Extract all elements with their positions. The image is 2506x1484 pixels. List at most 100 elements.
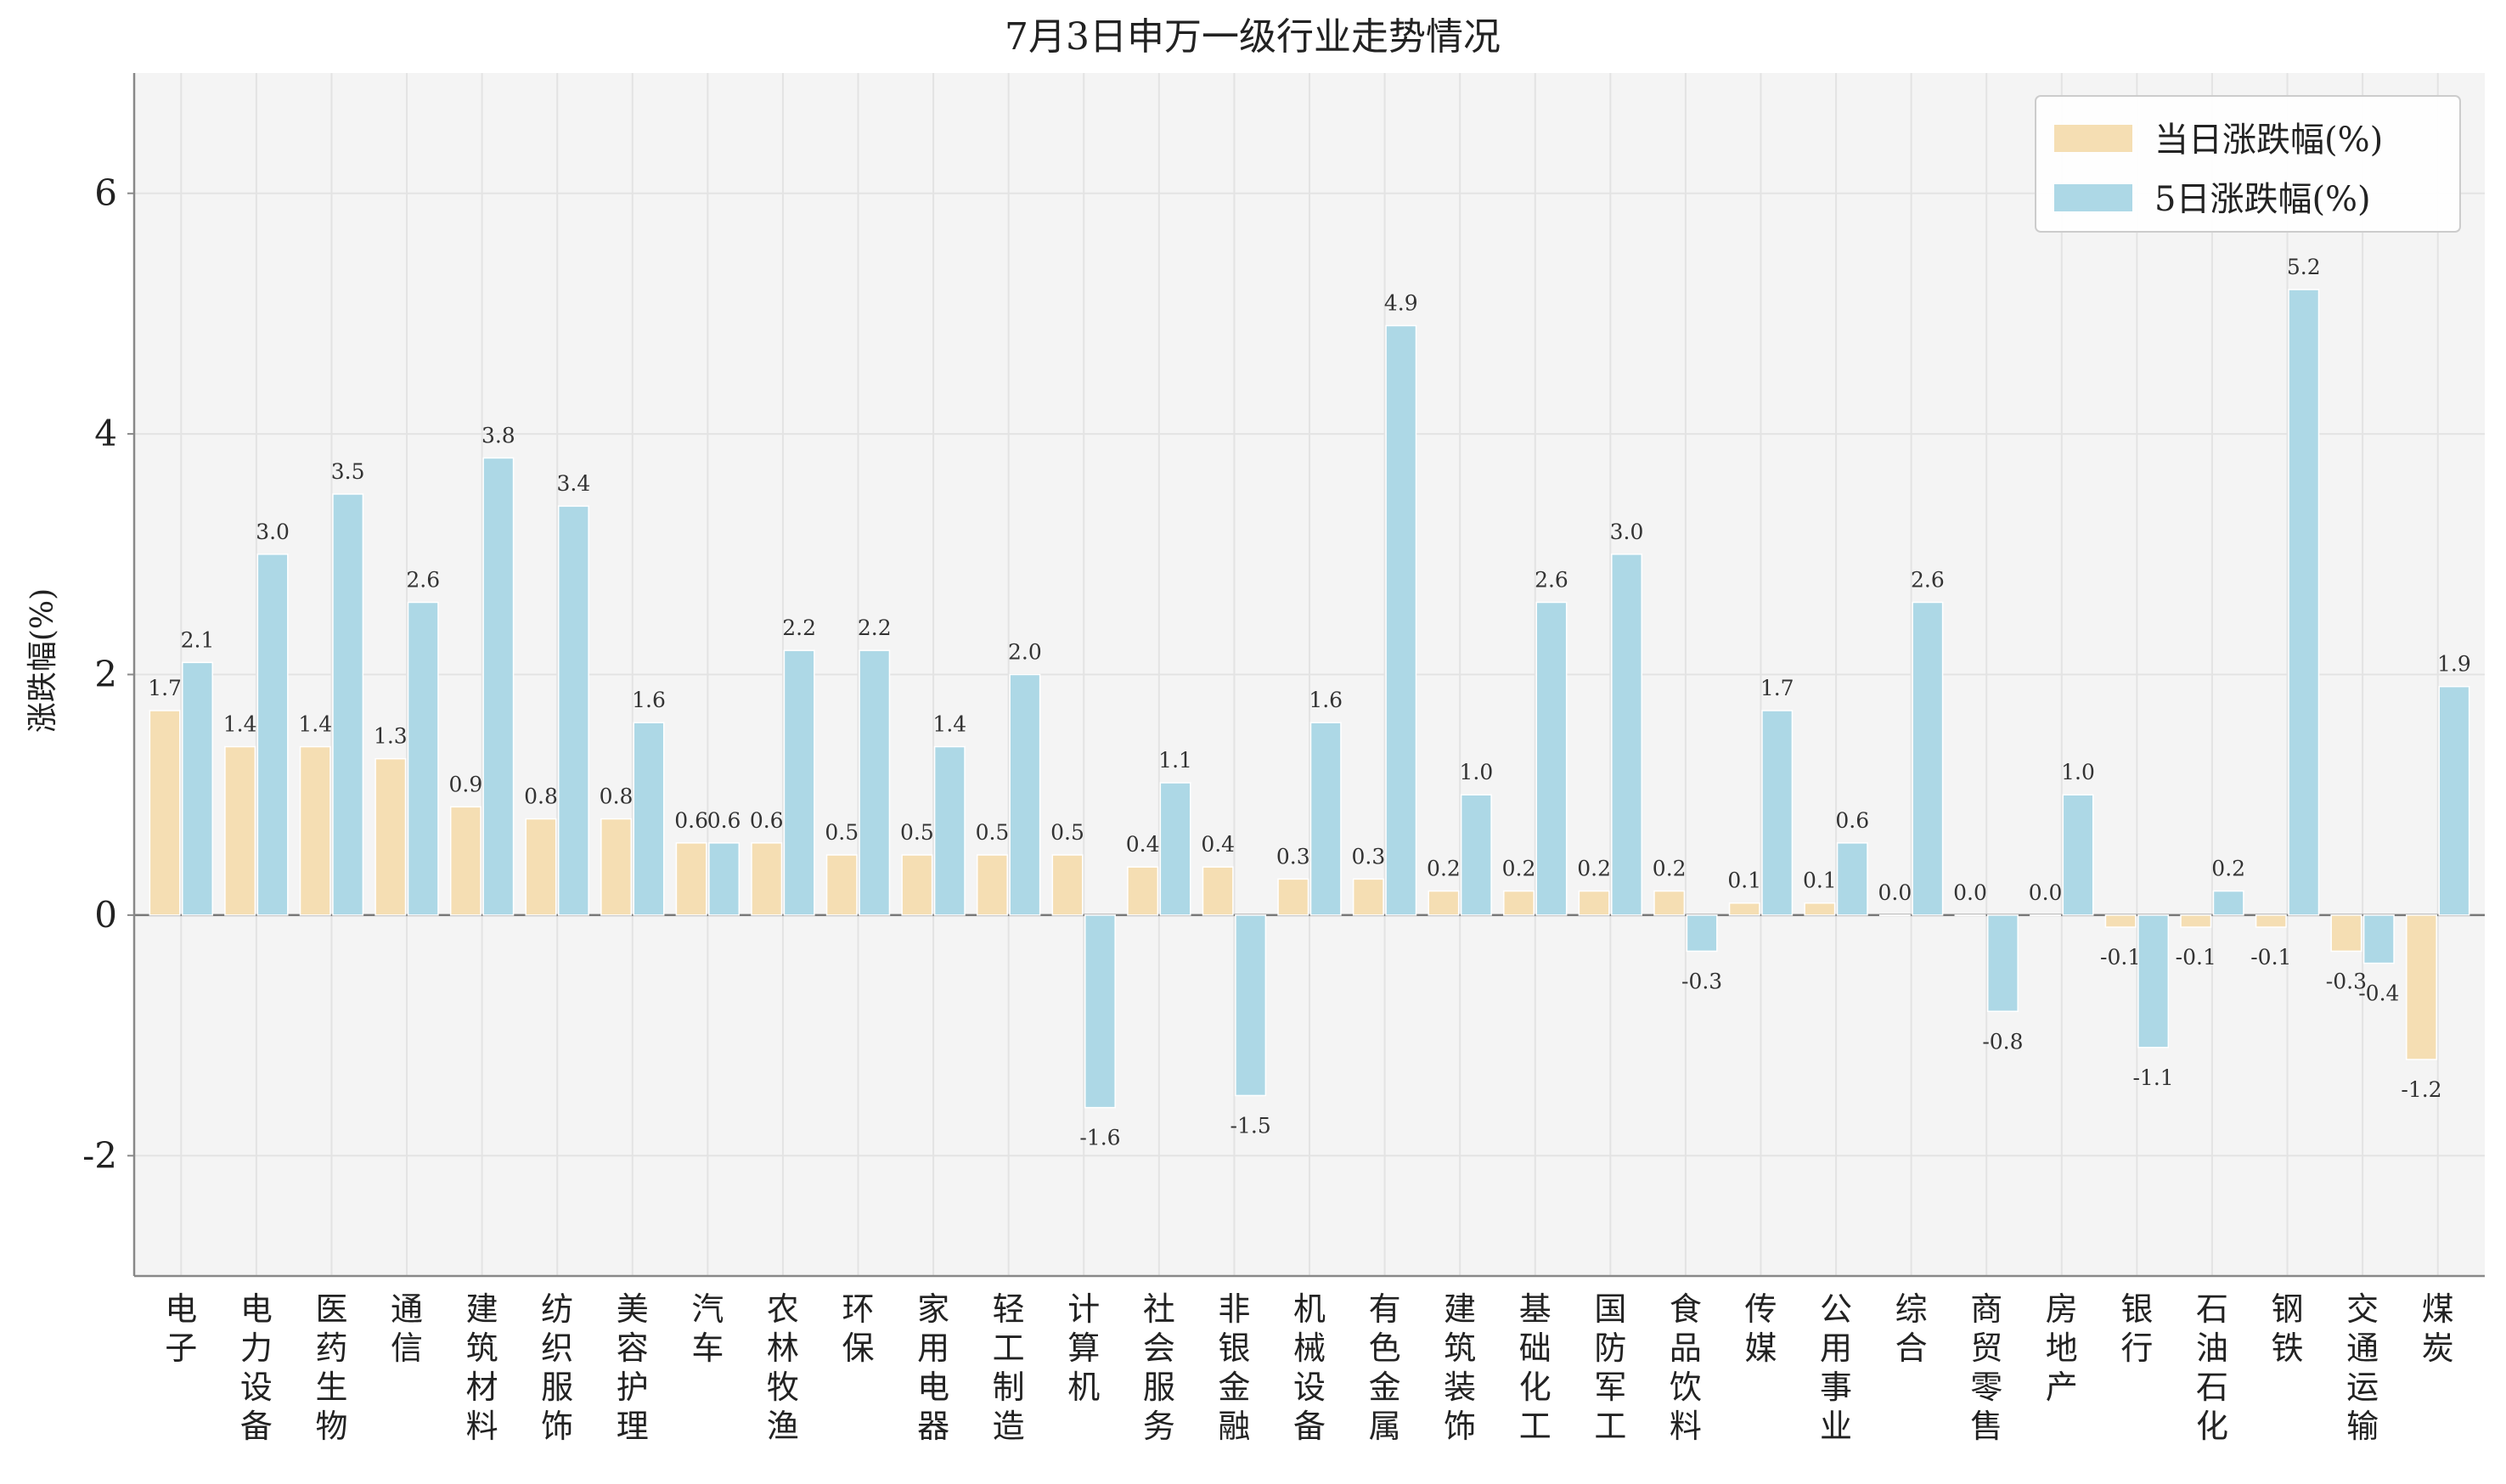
data-label: 1.0 (2061, 760, 2095, 784)
x-category-label: 机械设备 (1293, 1290, 1326, 1445)
legend-swatch (2054, 184, 2132, 211)
x-category-label: 建筑材料 (466, 1290, 498, 1445)
data-label: -1.1 (2132, 1065, 2173, 1090)
data-label: 2.6 (1535, 567, 1568, 592)
chart-title: 7月3日申万一级行业走势情况 (1005, 15, 1501, 59)
data-label: 0.5 (1050, 820, 1084, 845)
bar-series-2 (2438, 685, 2470, 916)
bar-series-2 (1385, 324, 1417, 916)
bar-series-1 (825, 854, 858, 916)
data-label: 1.9 (2437, 652, 2471, 677)
bar-series-2 (407, 601, 439, 916)
data-label: 0.8 (600, 784, 634, 809)
bar-series-2 (1611, 554, 1643, 916)
data-label: 0.3 (1276, 844, 1310, 868)
data-label: 0.0 (1878, 880, 1912, 905)
x-category-label: 农林牧渔 (767, 1290, 799, 1445)
data-label: 0.5 (900, 820, 934, 845)
bar-series-2 (1836, 842, 1868, 916)
bar-series-1 (901, 854, 933, 916)
bar-series-1 (224, 745, 256, 916)
data-label: -0.8 (1982, 1029, 2023, 1054)
data-label: 3.5 (331, 459, 365, 484)
data-label: 0.1 (1803, 868, 1837, 893)
bar-series-2 (1309, 722, 1342, 916)
bar-series-1 (1653, 890, 1686, 916)
bar-series-1 (525, 818, 557, 916)
data-label: 0.9 (449, 772, 483, 796)
bar-series-2 (1761, 710, 1794, 916)
data-label: 2.0 (1008, 640, 1042, 665)
data-label: 2.1 (181, 627, 215, 652)
bar-series-1 (1954, 914, 1986, 917)
y-tick-label: -2 (82, 1134, 117, 1176)
data-label: 0.5 (976, 820, 1010, 845)
data-label: 0.4 (1126, 832, 1160, 857)
data-label: 0.5 (825, 820, 859, 845)
bar-series-1 (374, 757, 407, 916)
data-label: 0.0 (2029, 880, 2063, 905)
x-category-label: 电力设备 (240, 1290, 273, 1445)
bar-series-1 (2104, 914, 2137, 928)
x-category-label: 非银金融 (1218, 1290, 1250, 1445)
bar-series-1 (976, 854, 1008, 916)
bar-series-1 (2180, 914, 2212, 928)
x-category-label: 综合 (1895, 1290, 1928, 1367)
bar-series-2 (933, 745, 966, 916)
x-category-label: 纺织服饰 (541, 1290, 573, 1445)
bar-series-1 (149, 710, 181, 916)
bar-series-2 (1159, 782, 1191, 916)
bar-series-2 (182, 661, 213, 916)
bar-series-1 (751, 842, 783, 916)
data-label: 1.3 (374, 724, 408, 749)
x-category-label: 银行 (2120, 1290, 2153, 1367)
legend-box (2035, 95, 2461, 233)
bar-series-1 (2255, 914, 2287, 928)
bar-series-2 (2137, 914, 2170, 1048)
x-category-label: 医药生物 (315, 1290, 347, 1445)
x-category-label: 房地产 (2046, 1290, 2078, 1406)
x-category-label: 汽车 (691, 1290, 724, 1367)
x-category-label: 计算机 (1067, 1290, 1100, 1406)
bar-series-1 (1878, 914, 1911, 917)
bar-series-1 (1804, 902, 1836, 916)
bar-series-2 (1084, 914, 1116, 1109)
x-category-label: 环保 (842, 1290, 875, 1367)
bar-series-2 (2062, 794, 2094, 916)
bar-series-2 (2212, 890, 2244, 916)
data-label: 2.2 (782, 616, 816, 640)
bar-series-2 (633, 722, 665, 916)
bar-series-1 (1352, 878, 1384, 916)
bar-series-2 (482, 457, 515, 916)
y-tick-label: 4 (94, 413, 117, 454)
x-category-label: 社会服务 (1143, 1290, 1175, 1445)
data-label: 0.6 (674, 808, 708, 833)
data-label: -1.6 (1079, 1126, 1120, 1150)
data-label: -1.5 (1230, 1113, 1271, 1138)
data-label: 0.2 (1427, 857, 1461, 881)
x-category-label: 轻工制造 (993, 1290, 1025, 1445)
y-tick-label: 0 (94, 894, 117, 936)
bar-series-2 (1009, 673, 1041, 916)
data-label: -0.1 (2176, 945, 2216, 970)
legend-label: 当日涨跌幅(%) (2154, 121, 2383, 160)
x-category-label: 公用事业 (1820, 1290, 1852, 1445)
data-label: 3.0 (256, 520, 290, 544)
x-category-label: 传媒 (1744, 1290, 1777, 1367)
bar-series-2 (1986, 914, 2019, 1013)
bar-series-2 (2362, 914, 2395, 964)
data-label: -0.3 (2326, 969, 2367, 993)
bar-series-2 (256, 554, 289, 916)
data-label: 3.0 (1610, 520, 1644, 544)
legend-label: 5日涨跌幅(%) (2154, 180, 2371, 219)
data-label: -0.1 (2100, 945, 2141, 970)
data-label: 2.2 (858, 616, 892, 640)
x-category-label: 商贸零售 (1970, 1290, 2002, 1445)
x-category-label: 钢铁 (2272, 1290, 2304, 1367)
data-label: 1.4 (932, 712, 966, 737)
bar-series-2 (1460, 794, 1492, 916)
data-label: 0.3 (1351, 844, 1385, 868)
data-label: 1.7 (1760, 676, 1794, 700)
data-label: 0.6 (750, 808, 784, 833)
